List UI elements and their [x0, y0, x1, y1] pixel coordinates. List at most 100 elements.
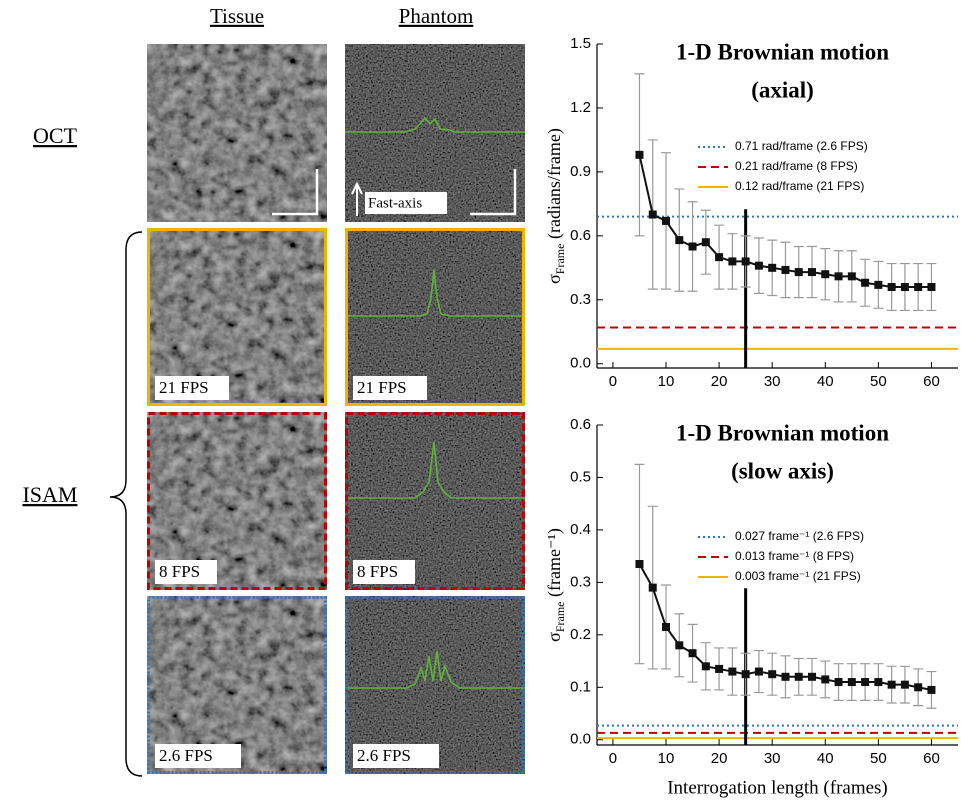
legend-label: 0.013 frame⁻¹ (8 FPS) [735, 549, 854, 563]
data-point [754, 667, 763, 676]
fast-axis-label: Fast-axis [368, 195, 422, 211]
x-tick-label: 60 [923, 373, 940, 390]
label-box [353, 744, 439, 768]
x-tick-label: 30 [764, 373, 781, 390]
data-point [808, 672, 817, 681]
image-panel: 2.6 FPS [345, 596, 525, 774]
label-box [353, 560, 415, 584]
data-point [821, 270, 830, 279]
x-tick-label: 40 [817, 750, 834, 767]
x-tick-label: 0 [609, 750, 617, 767]
intensity-trace [345, 650, 525, 689]
y-tick-label: 0.3 [570, 291, 591, 308]
data-point [914, 683, 923, 692]
chart-title: 1-D Brownian motion [676, 39, 889, 64]
image-panel: 2.6 FPS [147, 596, 327, 774]
image-texture [147, 44, 327, 222]
y-tick-label: 1.5 [570, 35, 591, 52]
data-point [715, 664, 724, 673]
image-panels: Fast-axis 21 FPS 21 FPS 8 FPS 8 FPS 2.6 FPS 2.… [147, 44, 525, 774]
data-point [662, 216, 671, 225]
data-point [688, 649, 697, 658]
y-tick-label: 0.9 [570, 163, 591, 180]
data-point [794, 672, 803, 681]
y-tick-label: 0.0 [570, 731, 591, 748]
data-point [688, 242, 697, 251]
y-tick-label: 0.4 [570, 521, 591, 538]
row-header: OCT [33, 123, 78, 148]
y-tick-label: 0.1 [570, 678, 591, 695]
label-box [155, 744, 241, 768]
data-point [834, 272, 843, 281]
brace [109, 231, 143, 777]
panel-border [345, 596, 525, 774]
y-tick-label: 0.3 [570, 573, 591, 590]
y-label-unit: (radians/frame) [544, 128, 565, 243]
fps-label: 8 FPS [159, 562, 200, 581]
data-point [887, 680, 896, 689]
data-point [675, 641, 684, 650]
data-point [741, 257, 750, 266]
data-point [874, 280, 883, 289]
fps-label: 2.6 FPS [159, 746, 213, 765]
data-point [648, 583, 657, 592]
panel-border [147, 228, 327, 406]
x-axis-label: Interrogation length (frames) [667, 777, 888, 798]
y-tick-label: 0.6 [570, 227, 591, 244]
scale-bar [272, 169, 319, 216]
y-axis-label: σFrame (frame⁻¹) [544, 528, 567, 642]
data-point [635, 560, 644, 569]
y-label-subscript: Frame [553, 244, 567, 275]
y-tick-label: 0.5 [570, 468, 591, 485]
chart-subtitle: (slow axis) [731, 458, 834, 483]
data-point [715, 253, 724, 262]
panel-border [345, 412, 525, 590]
image-panel: 8 FPS [345, 412, 525, 590]
legend-label: 0.21 rad/frame (8 FPS) [735, 159, 858, 173]
image-panel [147, 44, 327, 222]
data-point [927, 685, 936, 694]
label-box [365, 192, 447, 214]
panel-border [147, 412, 327, 590]
data-point [821, 675, 830, 684]
panel-border [147, 596, 327, 774]
fps-label: 21 FPS [159, 378, 209, 397]
x-tick-label: 60 [923, 750, 940, 767]
data-point [914, 283, 923, 291]
intensity-trace [345, 441, 525, 499]
data-point [927, 283, 936, 291]
data-point [701, 238, 710, 247]
data-point [887, 283, 896, 291]
data-point [662, 622, 671, 631]
y-tick-label: 0.2 [570, 626, 591, 643]
x-tick-label: 50 [870, 750, 887, 767]
legend-label: 0.71 rad/frame (2.6 FPS) [735, 139, 868, 153]
data-point [754, 261, 763, 270]
x-tick-label: 10 [658, 750, 675, 767]
row-header: ISAM [22, 482, 77, 507]
image-panel: 21 FPS [345, 228, 525, 406]
x-tick-label: 20 [711, 750, 728, 767]
column-header: Phantom [399, 4, 474, 28]
label-box [155, 376, 229, 400]
fps-label: 8 FPS [357, 562, 398, 581]
data-point [728, 257, 737, 266]
data-point [768, 263, 777, 272]
y-tick-label: 0.6 [570, 416, 591, 433]
data-point [648, 210, 657, 219]
data-point [768, 670, 777, 679]
label-box [155, 560, 217, 584]
data-point [808, 268, 817, 277]
y-label-symbol: σ [544, 274, 564, 284]
data-point [701, 662, 710, 671]
panel-border [345, 228, 525, 406]
data-point [847, 678, 856, 687]
x-tick-label: 10 [658, 373, 675, 390]
data-point [794, 268, 803, 277]
x-tick-label: 40 [817, 373, 834, 390]
fps-label: 21 FPS [357, 378, 407, 397]
scale-bar [470, 169, 517, 216]
data-point [728, 667, 737, 676]
image-panel: Fast-axis [345, 44, 525, 222]
